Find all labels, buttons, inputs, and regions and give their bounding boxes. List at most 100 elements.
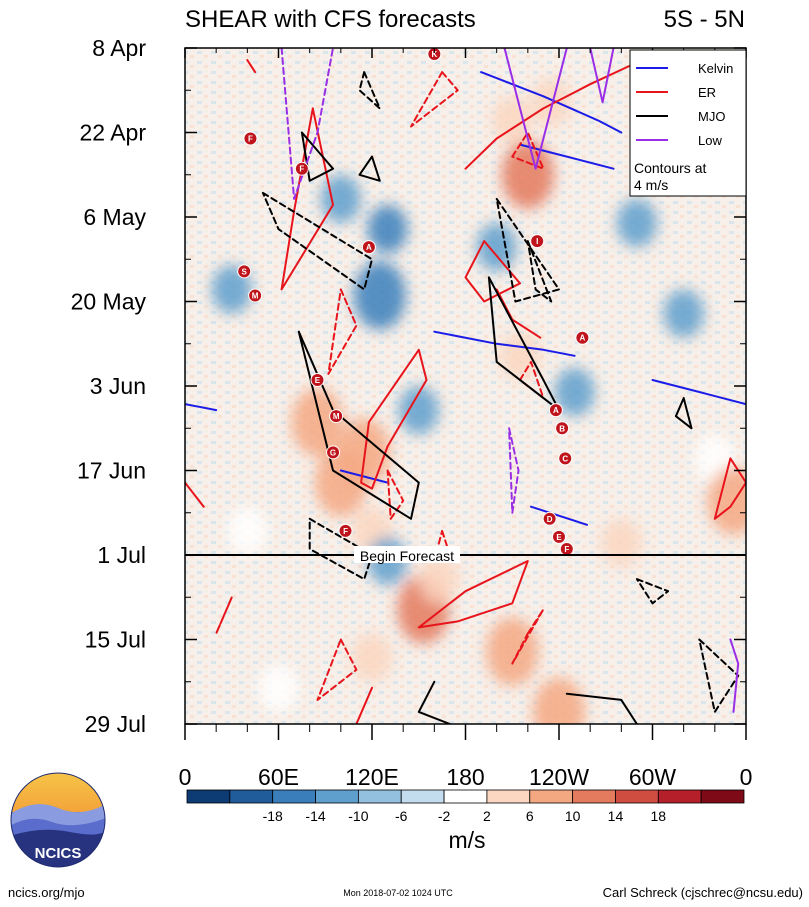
x-tick-label: 0	[740, 764, 753, 790]
storm-marker: M	[248, 288, 263, 303]
colorbar-tick-label: -10	[348, 808, 368, 824]
x-tick-label: 120E	[345, 764, 399, 790]
logo-text: NCICS	[35, 845, 82, 862]
anomaly-blob	[367, 205, 408, 254]
storm-marker: A	[361, 240, 376, 255]
y-tick-label: 22 Apr	[80, 120, 147, 146]
legend-box	[629, 49, 747, 197]
x-tick-label: 180	[446, 764, 484, 790]
er-contour	[713, 457, 746, 520]
storm-letter: F	[248, 135, 253, 144]
storm-letter: E	[556, 533, 562, 542]
y-tick-label: 17 Jun	[77, 458, 146, 484]
storm-letter: K	[431, 50, 437, 59]
colorbar-segment	[229, 789, 274, 804]
colorbar-tick-label: -18	[263, 808, 283, 824]
colorbar-segment	[443, 789, 488, 804]
colorbar-label: m/s	[448, 827, 485, 853]
kelvin-contour	[433, 330, 576, 357]
legend-entry: MJO	[698, 109, 725, 124]
anomaly-blob	[531, 78, 572, 127]
kelvin-contour	[530, 505, 588, 526]
er-forecast-contour	[215, 596, 233, 635]
storm-marker: A	[548, 403, 563, 418]
er-contour	[360, 348, 428, 490]
kelvin-contour	[480, 71, 623, 134]
storm-marker: C	[558, 451, 573, 466]
kelvin-contour	[339, 469, 389, 484]
legend-note-line1: Contours at	[634, 160, 706, 176]
storm-marker: E	[552, 529, 566, 544]
er-contour	[464, 65, 631, 170]
y-tick-label: 29 Jul	[85, 711, 146, 737]
mjo-contour	[358, 155, 381, 182]
colorbar-segment	[186, 789, 231, 804]
storm-letter: G	[330, 448, 336, 457]
storm-marker: B	[555, 421, 570, 436]
storm-marker: A	[575, 330, 590, 345]
mjo-forecast-contour	[635, 578, 670, 605]
footer-author: Carl Schreck (cjschrec@ncsu.edu)	[603, 885, 803, 900]
anomaly-blob	[476, 223, 517, 272]
colorbar-segment	[357, 789, 402, 804]
colorbar: -18 -14 -10 -6 -2 2 6 10 14 18	[186, 789, 745, 824]
low-contour	[729, 638, 740, 713]
anomaly-blob	[601, 518, 642, 567]
y-tick-label: 6 May	[83, 204, 146, 230]
colorbar-segment	[272, 789, 316, 804]
storm-marker: G	[326, 445, 341, 460]
colorbar-segment	[657, 789, 702, 804]
kelvin-contour	[651, 379, 746, 406]
storm-marker: E	[310, 372, 325, 387]
forecast-label: Begin Forecast	[360, 548, 454, 564]
storm-marker: F	[243, 131, 258, 146]
y-tick-label: 8 Apr	[92, 35, 146, 61]
anomaly-blob	[501, 140, 554, 209]
footer-timestamp: Mon 2018-07-02 1024 UTC	[343, 888, 453, 898]
storm-letter: D	[547, 515, 553, 524]
low-forecast-contour	[508, 427, 520, 514]
er-forecast-contour	[316, 638, 358, 701]
mjo-forecast-contour	[308, 517, 373, 581]
colorbar-tick-label: 14	[608, 808, 624, 824]
er-contour	[417, 560, 529, 629]
storm-letter: B	[559, 424, 565, 433]
storm-letter: A	[579, 334, 585, 343]
anomaly-blob	[554, 368, 595, 417]
storm-letter: S	[242, 267, 248, 276]
mjo-forecast-contour	[526, 240, 553, 303]
storm-letter: I	[536, 237, 538, 246]
legend-note-line2: 4 m/s	[634, 177, 668, 193]
anomaly-blob	[320, 174, 361, 223]
mjo-forecast-contour	[698, 638, 740, 713]
y-tick-label: 3 Jun	[90, 373, 146, 399]
low-contour	[503, 48, 568, 170]
storm-letter: F	[564, 545, 569, 554]
anomaly-blob	[663, 289, 704, 338]
y-tick-label: 15 Jul	[85, 627, 146, 653]
colorbar-tick-label: 10	[565, 808, 581, 824]
mjo-contour	[565, 692, 638, 724]
anomaly-blob	[533, 677, 585, 724]
footer-website[interactable]: ncics.org/mjo	[8, 885, 85, 900]
anomaly-blob	[227, 506, 268, 555]
forecast-divider: Begin Forecast	[185, 546, 746, 564]
mjo-contour	[297, 330, 420, 520]
mjo-contour	[300, 131, 334, 182]
anomaly-blob	[314, 448, 367, 517]
anomaly-blob	[492, 96, 533, 145]
storm-letter: F	[299, 165, 304, 174]
er-contour	[246, 59, 257, 74]
colorbar-tick-label: 18	[651, 808, 667, 824]
storm-marker: F	[559, 541, 574, 556]
colorbar-tick-label: 2	[483, 808, 491, 824]
storm-letter: F	[343, 527, 348, 536]
anomaly-blob	[486, 617, 539, 686]
colorbar-tick-label: 6	[526, 808, 534, 824]
y-tick-label: 1 Jul	[97, 542, 146, 568]
anomaly-blob	[419, 555, 460, 604]
colorbar-segment	[700, 789, 745, 804]
storm-marker: M	[329, 409, 344, 424]
